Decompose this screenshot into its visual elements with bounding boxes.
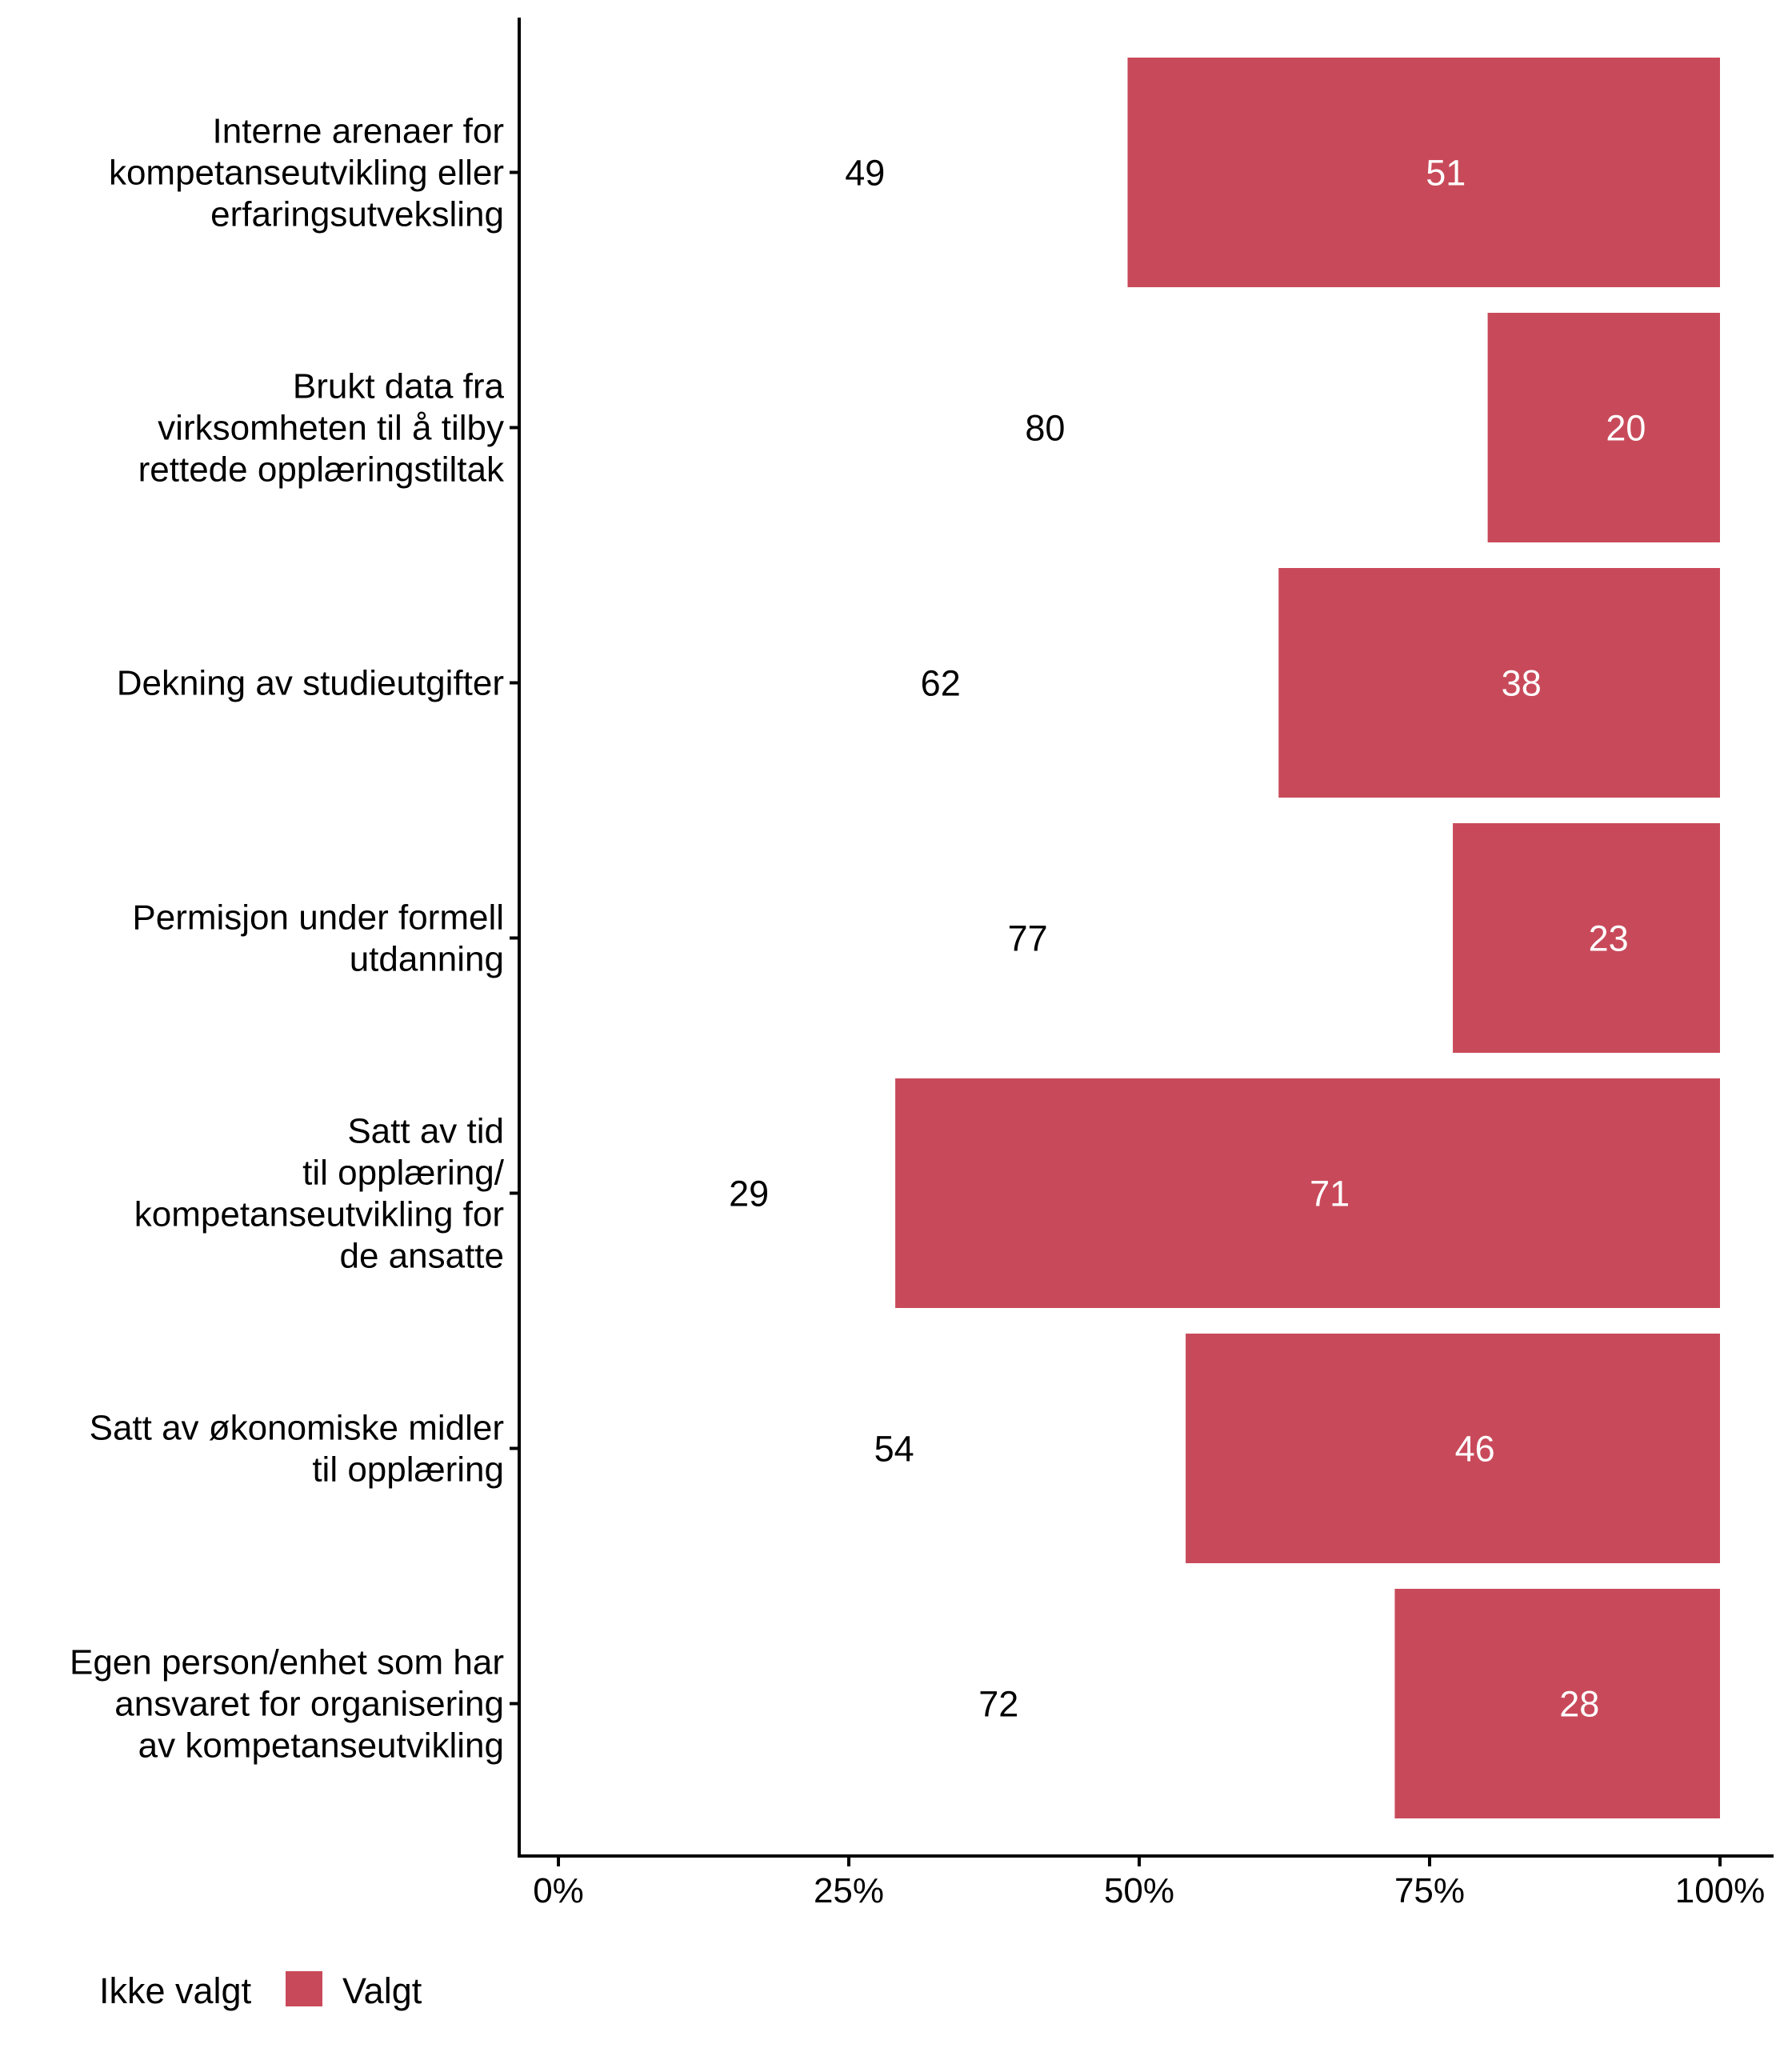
category-label-line: de ansatte (340, 1237, 505, 1276)
category-label-line: Permisjon under formell (132, 898, 504, 938)
value-label: 77 (1008, 918, 1048, 959)
bar-valgt (1453, 823, 1720, 1053)
bar-ikke-valgt (558, 1589, 1395, 1818)
value-label: 80 (1025, 408, 1065, 449)
category-label: Satt av økonomiske midler til opplæring (90, 1409, 504, 1490)
bar-ikke-valgt (558, 313, 1488, 542)
category-label-line: ansvaret for organisering (114, 1685, 504, 1724)
bar-valgt (1127, 58, 1720, 287)
category-label-line: Dekning av studieutgifter (117, 664, 504, 703)
category-label-line: til opplæring (312, 1450, 504, 1490)
x-tick-label: 0% (533, 1871, 584, 1910)
bar-valgt (1394, 1589, 1720, 1818)
value-label: 71 (1310, 1174, 1350, 1214)
bar-ikke-valgt (558, 1078, 896, 1308)
value-label: 38 (1502, 663, 1542, 704)
bar-ikke-valgt (558, 823, 1454, 1053)
value-label: 46 (1455, 1429, 1495, 1470)
category-label-line: til opplæring/ (302, 1154, 505, 1193)
value-label: 23 (1589, 918, 1629, 959)
x-tick-label: 50% (1104, 1871, 1174, 1910)
bar-ikke-valgt (558, 1334, 1186, 1563)
bar-valgt (895, 1078, 1720, 1308)
value-label: 72 (978, 1684, 1018, 1725)
legend-label-valgt: Valgt (342, 1970, 422, 2011)
category-label: Satt av tid til opplæring/kompetanseutvik… (134, 1112, 505, 1276)
value-label: 29 (729, 1174, 769, 1214)
x-tick-label: 100% (1675, 1871, 1766, 1910)
x-tick-label: 75% (1394, 1871, 1465, 1910)
category-label: Dekning av studieutgifter (117, 664, 504, 703)
bar-valgt (1278, 568, 1720, 798)
category-label: Permisjon under formell utdanning (132, 898, 504, 979)
category-label-line: erfaringsutveksling (210, 195, 504, 234)
category-label-line: av kompetanseutvikling (138, 1726, 504, 1766)
legend-label-ikke-valgt: Ikke valgt (99, 1970, 252, 2011)
category-label-line: utdanning (350, 940, 504, 979)
category-label: Interne arenaer for kompetanseutvikling e… (109, 112, 504, 234)
category-label-line: rettede opplæringstiltak (138, 450, 505, 490)
x-axis-ticks: 0% 25% 50% 75% 100% (533, 1856, 1765, 1910)
bar-valgt (1487, 313, 1720, 542)
value-label: 51 (1426, 153, 1466, 194)
value-labels-layer: 49 51 80 20 62 38 77 23 29 71 54 46 72 28 (729, 153, 1646, 1725)
bar-ikke-valgt (558, 58, 1128, 287)
category-label-line: kompetanseutvikling for (134, 1195, 504, 1234)
legend-key-valgt (286, 1971, 322, 2006)
value-label: 54 (874, 1429, 914, 1470)
category-label-line: Satt av økonomiske midler (90, 1409, 504, 1448)
bar-valgt (1186, 1334, 1720, 1563)
value-label: 49 (845, 153, 885, 194)
category-label-line: Satt av tid (347, 1112, 504, 1151)
category-label: Brukt data fra virksomheten til å tilby re… (138, 367, 505, 490)
x-tick-label: 25% (814, 1871, 884, 1910)
category-label-line: Egen person/enhet som har (70, 1643, 504, 1682)
value-label: 28 (1559, 1684, 1599, 1725)
bars-layer (558, 58, 1720, 1818)
value-label: 62 (921, 663, 961, 704)
legend: Ikke valgt Valgt (99, 1970, 422, 2011)
category-label-line: kompetanseutvikling eller (109, 154, 504, 193)
y-axis-ticks: Interne arenaer for kompetanseutvikling e… (70, 112, 519, 1766)
category-label-line: Brukt data fra (293, 367, 505, 406)
value-label: 20 (1606, 408, 1646, 449)
bar-ikke-valgt (558, 568, 1279, 798)
category-label: Egen person/enhet som har ansvaret for or… (70, 1643, 504, 1766)
category-label-line: Interne arenaer for (213, 112, 504, 151)
category-label-line: virksomheten til å tilby (158, 409, 504, 448)
